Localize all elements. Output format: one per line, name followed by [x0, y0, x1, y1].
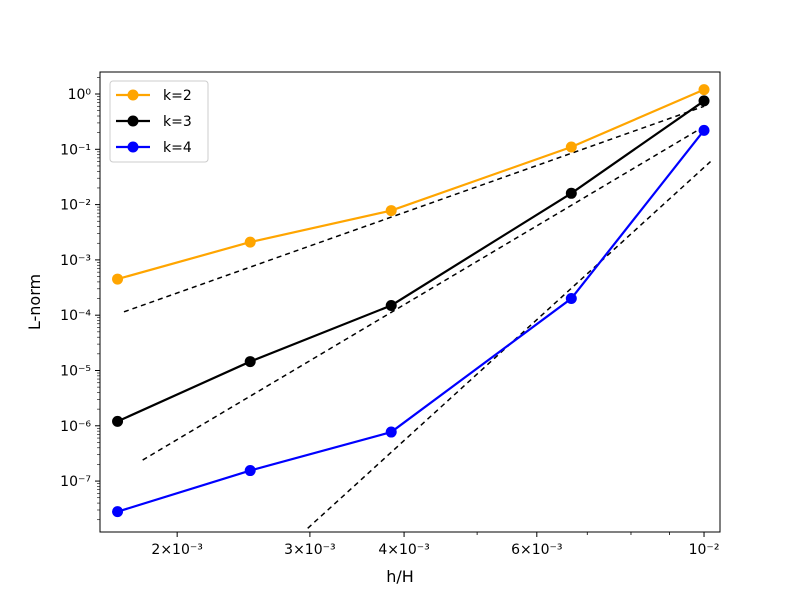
reference-line-1 [123, 105, 705, 313]
legend-label-k3: k=3 [163, 114, 192, 130]
legend-marker-k4 [127, 141, 139, 153]
reference-line-2 [142, 123, 708, 461]
x-axis-title: h/H [386, 567, 414, 586]
y-tick-label: 10⁻⁷ [60, 474, 91, 490]
data-point-k2-3 [385, 205, 397, 217]
data-point-k3-4 [565, 187, 577, 199]
data-point-k3-3 [385, 299, 397, 311]
legend-label-k4: k=4 [163, 140, 192, 156]
data-point-k2-1 [112, 273, 124, 285]
legend-marker-k3 [127, 115, 139, 127]
y-tick-label: 10⁻⁴ [60, 308, 91, 324]
data-point-k4-4 [565, 293, 577, 305]
y-tick-label: 10⁻⁵ [60, 363, 91, 379]
y-tick-label: 10⁻⁶ [60, 419, 91, 435]
data-point-k3-5 [698, 95, 710, 107]
y-tick-label: 10⁻³ [60, 253, 91, 269]
legend-label-k2: k=2 [163, 88, 192, 104]
data-point-k4-3 [385, 426, 397, 438]
x-tick-label: 4×10⁻³ [378, 542, 429, 558]
data-point-k2-2 [244, 236, 256, 248]
y-tick-label: 10⁻² [60, 198, 91, 214]
y-axis-title: L-norm [25, 274, 44, 330]
data-point-k4-1 [112, 506, 124, 518]
data-point-k4-5 [698, 124, 710, 136]
legend: k=2 k=3 k=4 [109, 80, 209, 163]
data-point-k2-4 [565, 141, 577, 153]
x-tick-label: 10⁻² [689, 542, 720, 558]
ticks-layer: 2×10⁻³ 3×10⁻³ 4×10⁻³ 6×10⁻³ 10⁻² 10⁻⁷ 10⁻⁶ 10⁻⁵… [60, 77, 719, 558]
legend-marker-k2 [127, 89, 139, 101]
y-tick-label: 10⁰ [68, 87, 92, 103]
x-tick-label: 2×10⁻³ [151, 542, 202, 558]
data-point-k3-1 [112, 415, 124, 427]
y-tick-label: 10⁻¹ [60, 142, 91, 158]
data-point-k2-5 [698, 84, 710, 96]
x-tick-label: 6×10⁻³ [511, 542, 562, 558]
data-point-k3-2 [244, 356, 256, 368]
x-tick-label: 3×10⁻³ [284, 542, 335, 558]
plot-layer [112, 84, 712, 529]
plot-frame [99, 71, 721, 533]
data-point-k4-2 [244, 465, 256, 477]
